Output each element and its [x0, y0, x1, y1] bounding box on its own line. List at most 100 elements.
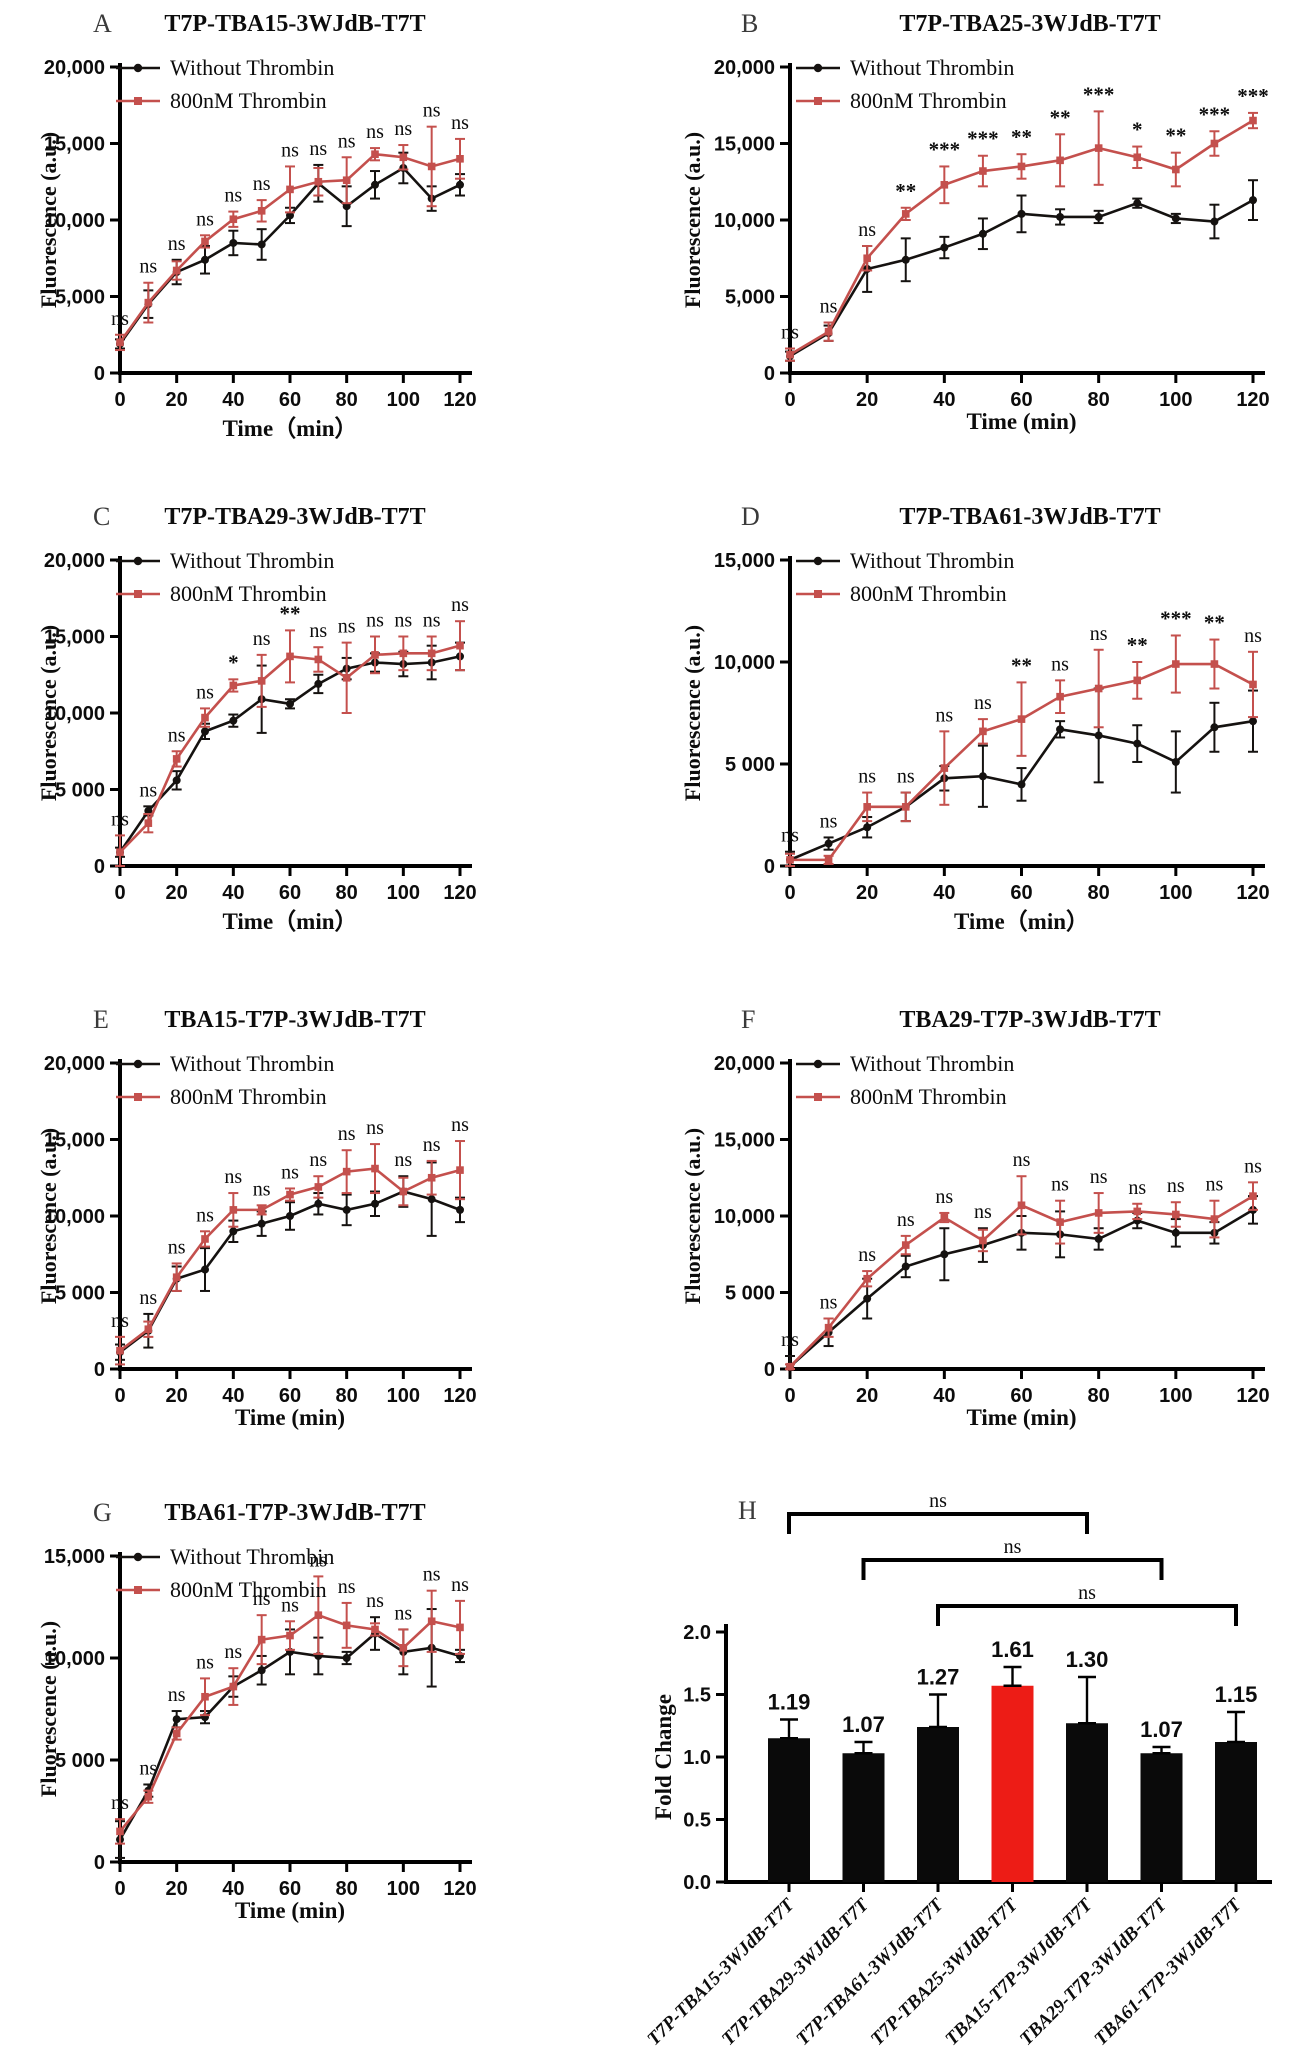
svg-text:40: 40 [933, 1385, 955, 1407]
svg-text:T7P-TBA29-3WJdB-T7T: T7P-TBA29-3WJdB-T7T [718, 1894, 874, 2050]
svg-text:***: *** [1199, 102, 1231, 126]
chart-a-plot: 20,000 15,000 10,000 5,000 00 20 40 60 80 100 120 n… [44, 57, 477, 411]
bar-6 [1215, 1742, 1257, 1882]
svg-text:40: 40 [222, 1385, 244, 1407]
svg-text:ns: ns [309, 138, 327, 160]
panel-e-x-axis-label: Time (min) [234, 1405, 346, 1430]
svg-text:ns: ns [423, 1134, 441, 1156]
svg-text:ns: ns [338, 1123, 356, 1145]
red-line-square-marker-icon [116, 96, 160, 105]
svg-text:1.5: 1.5 [683, 1685, 711, 1707]
panel-h: 2.0 1.5 1.0 0.5 0.0 1.19 1.07 1.27 1.61 1.30 1.07 1… [560, 1486, 1306, 2061]
svg-text:1.19: 1.19 [768, 1690, 811, 1715]
red-line-square-marker-icon [796, 96, 840, 105]
svg-text:ns: ns [897, 766, 915, 788]
svg-text:80: 80 [336, 389, 358, 411]
legend-label-without: Without Thrombin [850, 54, 1015, 80]
svg-text:20,000: 20,000 [44, 1053, 105, 1075]
svg-text:ns: ns [1078, 1582, 1096, 1604]
svg-text:ns: ns [1051, 1174, 1069, 1196]
svg-text:0: 0 [764, 363, 775, 385]
svg-text:5 000: 5 000 [725, 754, 775, 776]
svg-text:5 000: 5 000 [55, 1283, 105, 1305]
svg-text:ns: ns [224, 185, 242, 207]
svg-text:15,000: 15,000 [714, 134, 775, 156]
panel-c-x-axis-label: Time（min） [222, 909, 358, 934]
svg-text:ns: ns [451, 112, 469, 134]
svg-text:15,000: 15,000 [44, 134, 105, 156]
svg-text:**: ** [1011, 653, 1032, 677]
svg-text:ns: ns [309, 620, 327, 642]
panel-d-title: T7P-TBA61-3WJdB-T7T [899, 504, 1161, 530]
svg-text:10,000: 10,000 [44, 1648, 105, 1670]
panel-e-letter: E [93, 1005, 109, 1034]
svg-text:0: 0 [784, 389, 795, 411]
svg-text:ns: ns [858, 1244, 876, 1266]
svg-text:1.0: 1.0 [683, 1747, 711, 1769]
svg-text:0: 0 [114, 1878, 125, 1900]
svg-text:0: 0 [784, 1385, 795, 1407]
svg-text:1.27: 1.27 [917, 1665, 960, 1690]
svg-text:ns: ns [897, 1209, 915, 1231]
tick-marks [110, 1554, 462, 1872]
legend-row-without: Without Thrombin [115, 1540, 334, 1573]
panel-g-y-axis-label: Fluorescence (a.u.) [36, 1620, 61, 1798]
svg-text:20: 20 [166, 1385, 188, 1407]
svg-text:0: 0 [784, 882, 795, 904]
panel-g-letter: G [93, 1498, 112, 1527]
svg-text:120: 120 [1236, 389, 1269, 411]
svg-text:0: 0 [764, 856, 775, 878]
svg-text:ns: ns [394, 610, 412, 632]
panel-d-x-axis-label: Time（min） [953, 909, 1090, 934]
svg-text:20: 20 [856, 882, 878, 904]
legend-label-with: 800nM Thrombin [170, 580, 327, 606]
legend-label-without: Without Thrombin [170, 547, 335, 573]
svg-text:0: 0 [114, 882, 125, 904]
bar-4 [1066, 1723, 1108, 1882]
svg-text:20,000: 20,000 [44, 550, 105, 572]
tick-labels: 20,000 15,000 10,000 5,000 00 20 40 60 80 100 120 [714, 57, 1270, 411]
svg-text:ns: ns [1244, 1155, 1262, 1177]
chart-e-plot: 20,000 15,000 10,000 5 000 00 20 40 60 80 100 120 n… [44, 1053, 477, 1407]
svg-text:***: *** [1237, 84, 1269, 108]
panel-a-x-axis-label: Time（min） [222, 416, 358, 441]
svg-text:***: *** [1160, 606, 1192, 630]
svg-text:ns: ns [858, 766, 876, 788]
svg-text:ns: ns [253, 1178, 271, 1200]
svg-text:ns: ns [281, 139, 299, 161]
panel-e-y-axis-label: Fluorescence (a.u.) [36, 1127, 61, 1305]
svg-text:ns: ns [1167, 1175, 1185, 1197]
svg-text:40: 40 [222, 1878, 244, 1900]
svg-text:ns: ns [1244, 625, 1262, 647]
svg-text:100: 100 [387, 1878, 420, 1900]
svg-text:ns: ns [366, 1117, 384, 1139]
legend-label-with: 800nM Thrombin [170, 1576, 327, 1602]
svg-text:***: *** [967, 127, 999, 151]
legend-label-without: Without Thrombin [850, 547, 1015, 573]
svg-text:120: 120 [443, 1385, 476, 1407]
svg-text:ns: ns [196, 681, 214, 703]
svg-text:2.0: 2.0 [683, 1622, 711, 1644]
panel-f-title: TBA29-T7P-3WJdB-T7T [899, 1007, 1161, 1033]
black-line-dot-marker-icon [796, 556, 840, 565]
panel-g-legend: Without Thrombin 800nM Thrombin [115, 1540, 334, 1606]
svg-text:ns: ns [935, 1186, 953, 1208]
legend-row-with: 800nM Thrombin [115, 1080, 334, 1113]
svg-text:10,000: 10,000 [44, 1206, 105, 1228]
svg-text:0: 0 [94, 856, 105, 878]
svg-text:ns: ns [366, 610, 384, 632]
series-red [785, 634, 1258, 867]
svg-text:ns: ns [820, 1292, 838, 1314]
svg-text:5,000: 5,000 [725, 287, 775, 309]
svg-text:***: *** [929, 137, 961, 161]
panel-a-title: T7P-TBA15-3WJdB-T7T [164, 11, 426, 37]
red-line-square-marker-icon [116, 589, 160, 598]
panel-f-legend: Without Thrombin 800nM Thrombin [795, 1047, 1014, 1113]
panel-d: 15,000 10,000 5 000 0 0 20 40 60 80 100 120 ns ns ns n… [565, 498, 1306, 988]
bar-3 [991, 1685, 1034, 1882]
tick-labels: 20,000 15,000 10,000 5 000 00 20 40 60 80 100 120 [44, 1053, 477, 1407]
